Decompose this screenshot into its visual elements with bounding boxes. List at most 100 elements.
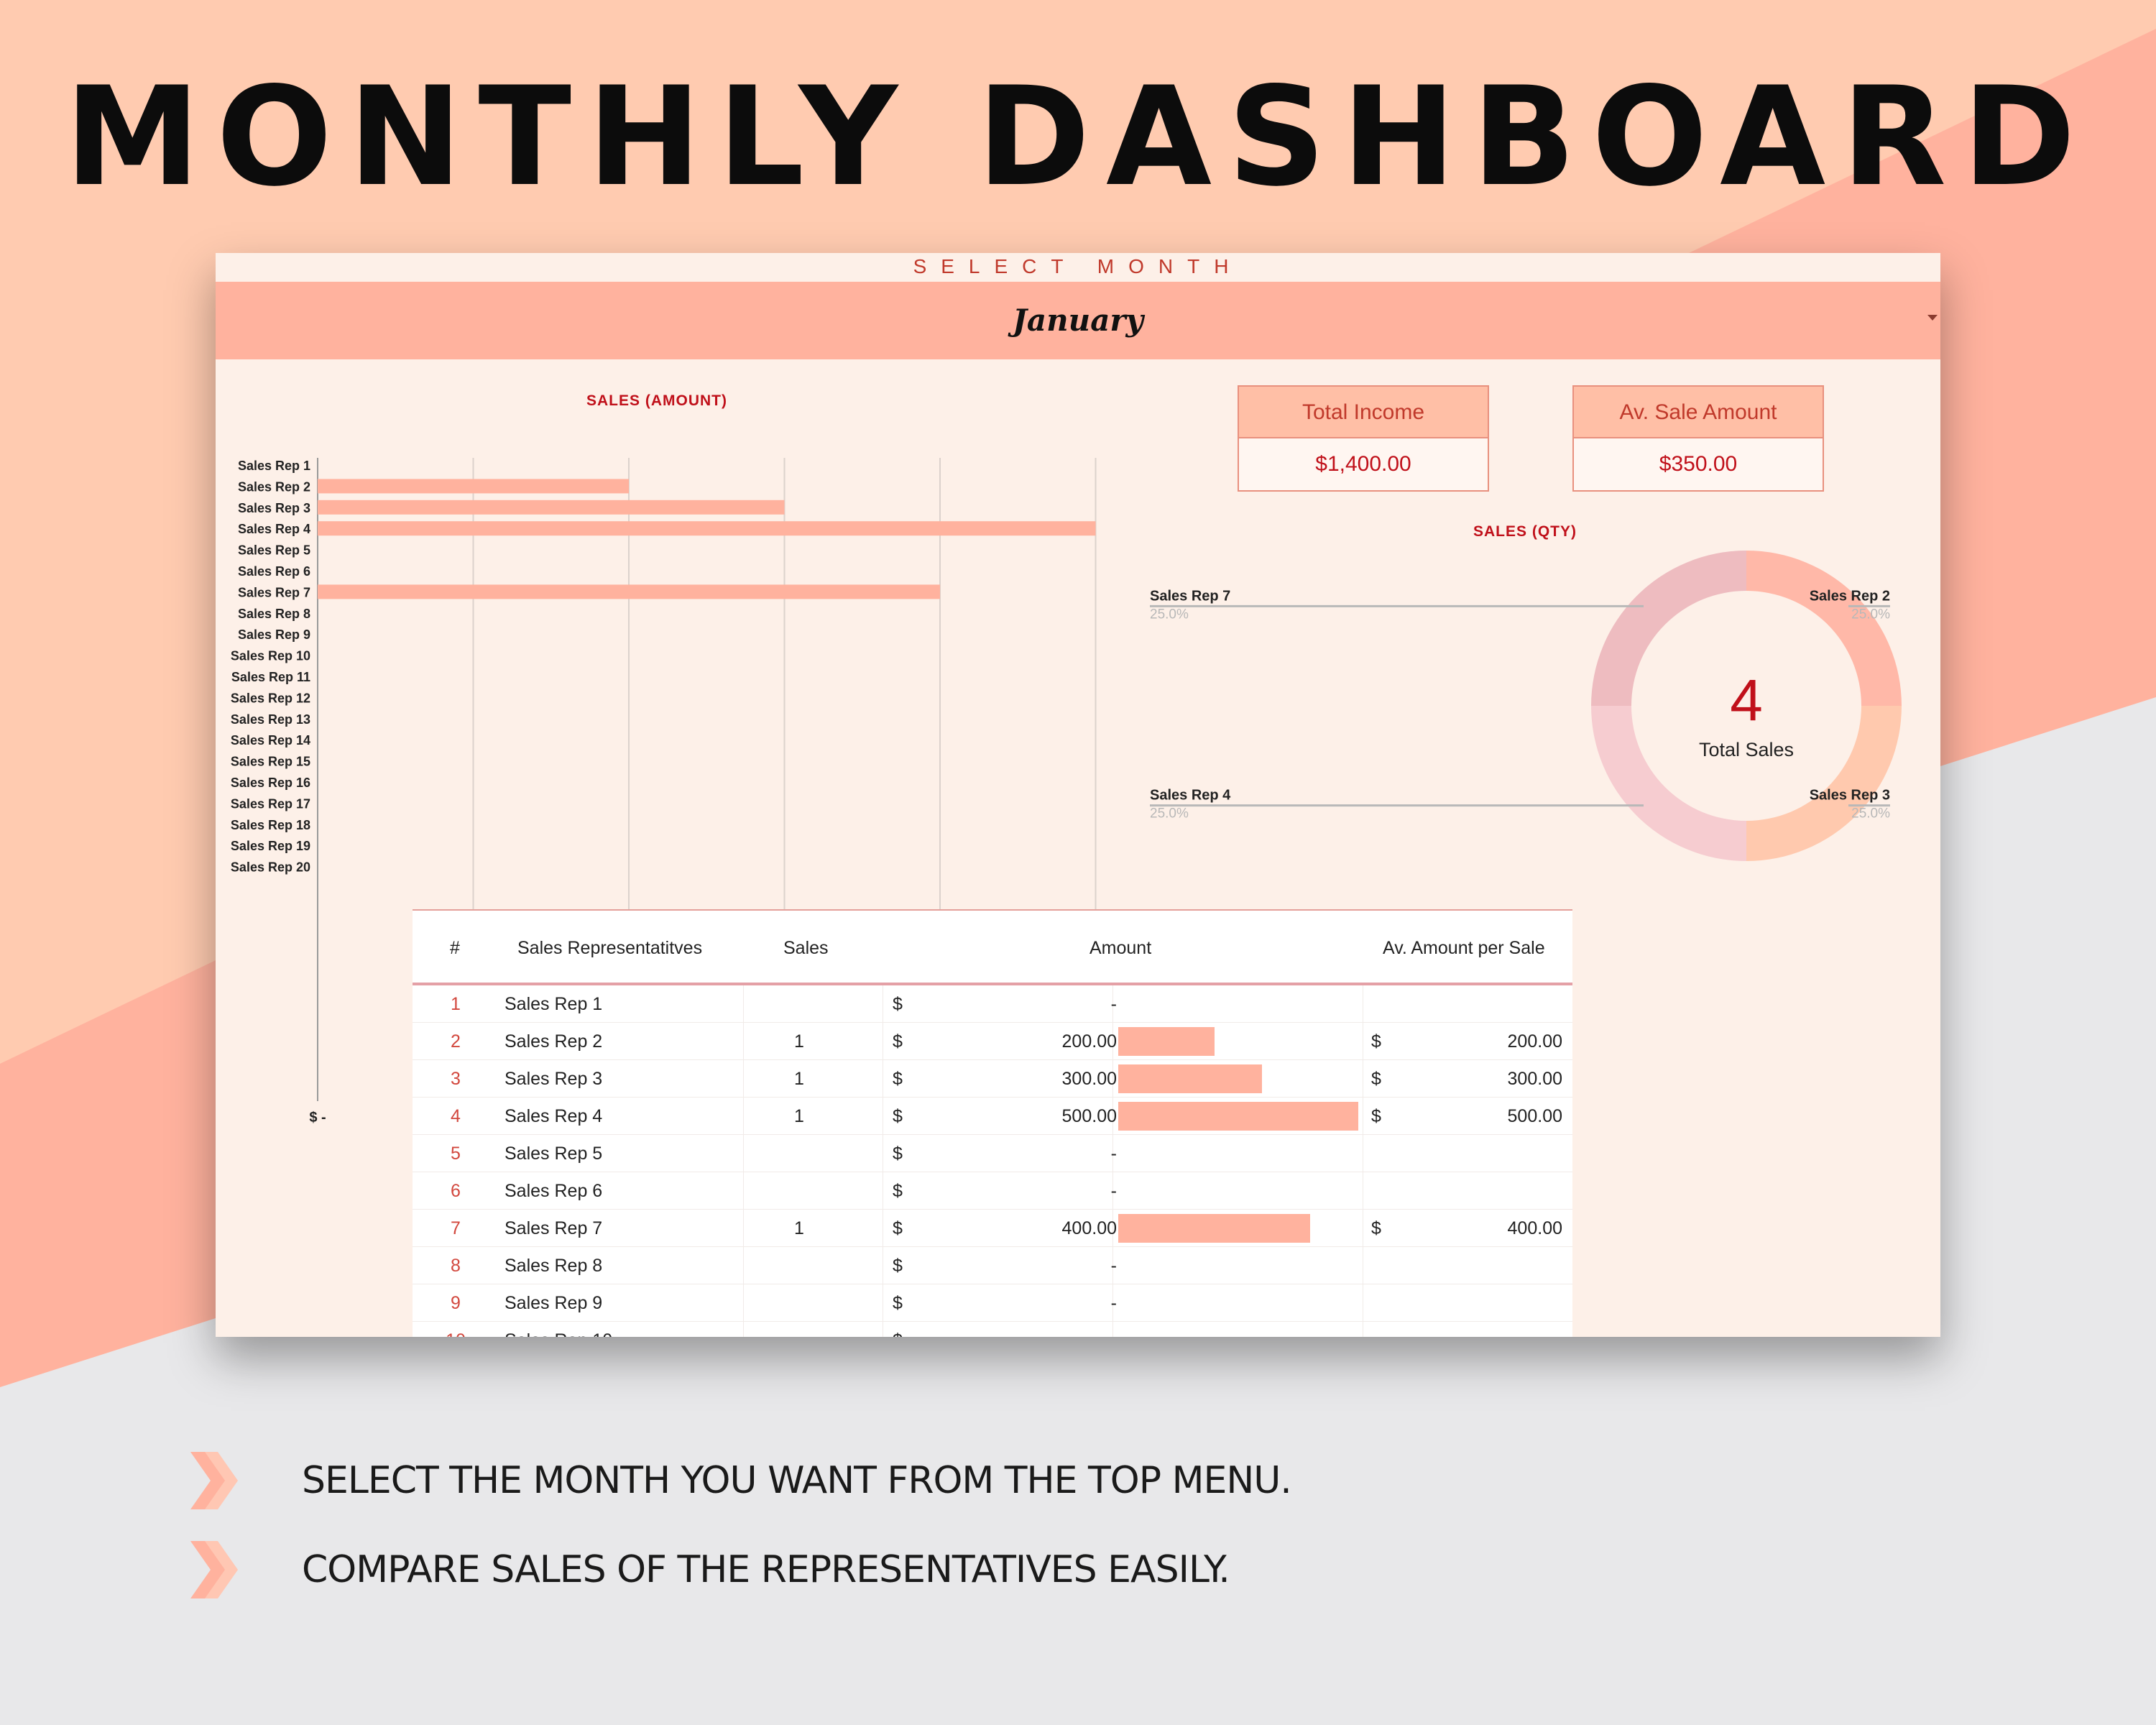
amount-currency: $ xyxy=(893,1031,903,1052)
donut-slice xyxy=(1591,706,1746,861)
table-row[interactable]: 1 Sales Rep 1 $ - xyxy=(413,985,1572,1023)
avg-amount-value: 500.00 xyxy=(1507,1106,1562,1126)
avg-amount-value: 300.00 xyxy=(1507,1069,1562,1089)
slice-percent: 25.0% xyxy=(1851,806,1890,822)
y-tick-label: Sales Rep 14 xyxy=(231,733,310,748)
amount-currency: $ xyxy=(893,1218,903,1238)
slice-percent: 25.0% xyxy=(1150,607,1189,622)
sales-table: # Sales Representatitves Sales Amount Av… xyxy=(413,909,1572,1337)
amount-currency: $ xyxy=(893,1106,903,1126)
col-header-avg: Av. Amount per Sale xyxy=(1383,938,1545,958)
table-row[interactable]: 5 Sales Rep 5 $ - xyxy=(413,1135,1572,1172)
slice-label: Sales Rep 3 xyxy=(1810,788,1890,804)
amount-value: - xyxy=(1110,1293,1117,1313)
avg-sale-value: $350.00 xyxy=(1659,452,1738,476)
row-number: 4 xyxy=(451,1106,461,1126)
amount-value: - xyxy=(1110,1144,1117,1164)
note-text: COMPARE SALES OF THE REPRESENTATIVES EAS… xyxy=(302,1548,1230,1591)
avg-amount-value: 400.00 xyxy=(1507,1218,1562,1238)
donut-center-value: 4 xyxy=(1730,668,1763,733)
dropdown-arrow-icon[interactable] xyxy=(1927,315,1938,321)
amount-currency: $ xyxy=(893,1144,903,1164)
table-row[interactable]: 6 Sales Rep 6 $ - xyxy=(413,1172,1572,1210)
total-income-value: $1,400.00 xyxy=(1315,452,1411,476)
table-row[interactable]: 3 Sales Rep 3 1 $300.00 $300.00 xyxy=(413,1060,1572,1098)
slice-percent: 25.0% xyxy=(1150,806,1189,822)
y-tick-label: Sales Rep 9 xyxy=(238,627,310,642)
y-tick-label: Sales Rep 6 xyxy=(238,564,310,579)
dashboard-sheet: SELECT MONTH January SALES (AMOUNT) $ - $… xyxy=(216,253,1940,1337)
y-tick-label: Sales Rep 3 xyxy=(238,501,310,515)
sales-qty-donut-chart: Sales Rep 2 25.0% Sales Rep 3 25.0% Sales Re… xyxy=(1150,551,1902,861)
cell-divider xyxy=(743,985,744,1023)
table-row[interactable]: 4 Sales Rep 4 1 $500.00 $500.00 xyxy=(413,1098,1572,1135)
sales-count: 1 xyxy=(794,1031,804,1052)
y-tick-label: Sales Rep 11 xyxy=(231,670,310,684)
cell-divider xyxy=(743,1284,744,1322)
amount-value: 300.00 xyxy=(1061,1069,1117,1089)
table-row[interactable]: 8 Sales Rep 8 $ - xyxy=(413,1247,1572,1284)
avg-sale-card: Av. Sale Amount $350.00 xyxy=(1572,385,1824,492)
table-row[interactable]: 2 Sales Rep 2 1 $200.00 $200.00 xyxy=(413,1023,1572,1060)
col-header-amount: Amount xyxy=(1089,938,1152,958)
slice-label: Sales Rep 2 xyxy=(1810,588,1890,604)
amount-currency: $ xyxy=(893,1069,903,1089)
amount-value: - xyxy=(1110,1256,1117,1276)
sales-amount-chart-title: SALES (AMOUNT) xyxy=(586,392,727,409)
month-selector[interactable]: January xyxy=(216,282,1940,359)
amount-databar xyxy=(1118,1027,1215,1056)
amount-currency: $ xyxy=(893,1256,903,1276)
rep-name: Sales Rep 6 xyxy=(505,1181,603,1201)
cell-divider xyxy=(1112,1060,1113,1098)
y-tick-label: Sales Rep 13 xyxy=(231,712,310,727)
sales-count: 1 xyxy=(794,1106,804,1126)
row-number: 10 xyxy=(441,1330,470,1337)
cell-divider xyxy=(1112,1098,1113,1135)
bar xyxy=(318,479,629,494)
avg-currency: $ xyxy=(1371,1069,1381,1089)
x-tick-label: $ - xyxy=(309,1110,326,1126)
avg-currency: $ xyxy=(1371,1218,1381,1238)
y-tick-label: Sales Rep 17 xyxy=(231,796,310,811)
table-row[interactable]: 10 Sales Rep 10 $ xyxy=(413,1322,1572,1337)
sales-count: 1 xyxy=(794,1218,804,1238)
donut-center-label: Total Sales xyxy=(1699,739,1794,760)
rep-name: Sales Rep 1 xyxy=(505,994,603,1014)
amount-currency: $ xyxy=(893,1181,903,1201)
cell-divider xyxy=(743,1210,744,1247)
amount-value: 400.00 xyxy=(1061,1218,1117,1238)
y-tick-label: Sales Rep 12 xyxy=(231,691,310,705)
y-tick-label: Sales Rep 5 xyxy=(238,543,310,558)
y-tick-label: Sales Rep 18 xyxy=(231,818,310,832)
y-tick-label: Sales Rep 10 xyxy=(231,649,310,663)
table-body: 1 Sales Rep 1 $ - 2 Sales Rep 2 1 $200.00 $200.0… xyxy=(413,985,1572,1337)
col-header-rep: Sales Representatitves xyxy=(517,938,703,958)
amount-value: - xyxy=(1110,1181,1117,1201)
cell-divider xyxy=(743,1023,744,1060)
rep-name: Sales Rep 5 xyxy=(505,1144,603,1164)
slice-label: Sales Rep 4 xyxy=(1150,788,1231,804)
row-number: 3 xyxy=(451,1069,461,1089)
selected-month[interactable]: January xyxy=(1013,303,1143,338)
row-number: 9 xyxy=(451,1293,461,1313)
row-number: 8 xyxy=(451,1256,461,1276)
table-row[interactable]: 9 Sales Rep 9 $ - xyxy=(413,1284,1572,1322)
col-header-sales: Sales xyxy=(783,938,829,958)
amount-databar xyxy=(1118,1214,1310,1243)
y-tick-label: Sales Rep 1 xyxy=(238,459,310,473)
amount-currency: $ xyxy=(893,994,903,1014)
donut-slice xyxy=(1591,551,1746,706)
bar xyxy=(318,500,785,515)
table-row[interactable]: 7 Sales Rep 7 1 $400.00 $400.00 xyxy=(413,1210,1572,1247)
amount-currency: $ xyxy=(893,1293,903,1313)
amount-databar xyxy=(1118,1102,1358,1131)
cell-divider xyxy=(1112,985,1113,1023)
y-tick-label: Sales Rep 15 xyxy=(231,755,310,769)
rep-name: Sales Rep 9 xyxy=(505,1293,603,1313)
rep-name: Sales Rep 8 xyxy=(505,1256,603,1276)
row-number: 7 xyxy=(451,1218,461,1238)
cell-divider xyxy=(743,1247,744,1284)
note-text: SELECT THE MONTH YOU WANT FROM THE TOP M… xyxy=(302,1459,1292,1502)
amount-currency: $ xyxy=(893,1330,903,1337)
total-income-label: Total Income xyxy=(1239,387,1488,438)
